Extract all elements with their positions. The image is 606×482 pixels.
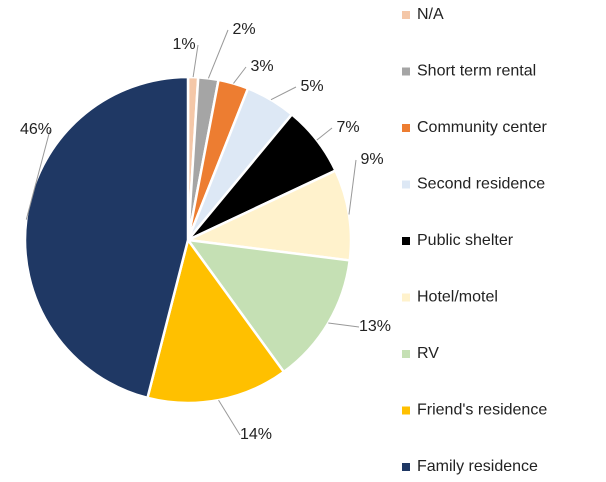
leader-line bbox=[192, 44, 199, 78]
legend-swatch bbox=[402, 11, 410, 19]
legend-swatch bbox=[402, 350, 410, 358]
legend-label: Public shelter bbox=[417, 232, 514, 249]
legend-label: Second residence bbox=[417, 176, 545, 193]
legend-label: Short term rental bbox=[417, 63, 536, 80]
legend-label: RV bbox=[417, 345, 439, 362]
data-label: 5% bbox=[300, 78, 323, 95]
data-label: 7% bbox=[336, 119, 359, 136]
pie-slice bbox=[183, 168, 353, 262]
data-label: 46% bbox=[20, 121, 52, 138]
data-label: 14% bbox=[240, 426, 272, 443]
data-label: 9% bbox=[360, 151, 383, 168]
legend-swatch bbox=[402, 180, 410, 189]
legend-label: Hotel/motel bbox=[417, 289, 498, 306]
leader-line bbox=[316, 127, 333, 141]
legend-swatch bbox=[402, 124, 410, 132]
legend-swatch bbox=[402, 67, 410, 76]
legend-label: Family residence bbox=[417, 458, 538, 475]
data-label: 3% bbox=[250, 58, 273, 75]
legend-swatch bbox=[402, 463, 410, 471]
leader-line bbox=[233, 66, 247, 84]
legend-swatch bbox=[402, 406, 410, 415]
leader-line bbox=[218, 399, 241, 436]
leader-line bbox=[270, 86, 297, 101]
data-label: 2% bbox=[232, 21, 255, 38]
leader-line bbox=[328, 322, 360, 328]
legend-swatch bbox=[402, 237, 410, 245]
legend-label: Community center bbox=[417, 119, 547, 136]
legend-label: N/A bbox=[417, 6, 444, 23]
leader-line bbox=[25, 129, 51, 220]
pie-slice bbox=[185, 238, 352, 374]
leader-line bbox=[207, 29, 229, 79]
data-label: 1% bbox=[172, 36, 195, 53]
legend-swatch bbox=[402, 293, 410, 302]
legend-label: Friend's residence bbox=[417, 402, 547, 419]
data-label: 13% bbox=[359, 318, 391, 335]
leader-line bbox=[348, 159, 357, 215]
